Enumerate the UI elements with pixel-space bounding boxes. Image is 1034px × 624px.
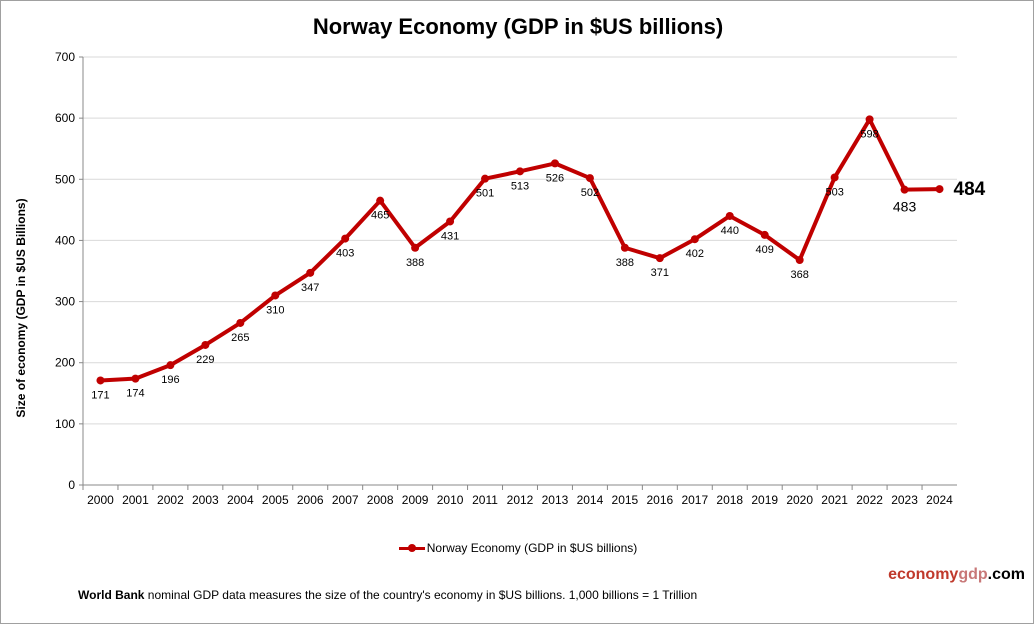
data-point <box>446 217 455 226</box>
series-line <box>100 117 940 383</box>
x-tick-label: 2014 <box>577 493 604 507</box>
data-label: 483 <box>893 199 917 215</box>
y-tick-label: 500 <box>55 172 75 186</box>
x-tick-label: 2017 <box>681 493 708 507</box>
x-tick-label: 2003 <box>192 493 219 507</box>
y-tick-label: 700 <box>55 50 75 64</box>
data-label: 171 <box>91 389 109 401</box>
data-label: 501 <box>476 188 494 200</box>
x-tick-label: 2019 <box>751 493 778 507</box>
data-point <box>760 230 769 239</box>
x-tick-label: 2016 <box>646 493 673 507</box>
data-point <box>201 340 210 349</box>
data-label: 526 <box>546 172 564 184</box>
data-point <box>516 167 524 176</box>
legend-swatch <box>398 544 425 553</box>
data-point <box>96 376 105 385</box>
x-tick-label: 2000 <box>87 493 114 507</box>
x-tick-label: 2020 <box>786 493 813 507</box>
data-point <box>411 243 420 252</box>
data-label: 371 <box>651 267 669 279</box>
x-tick-label: 2013 <box>542 493 569 507</box>
data-point <box>481 174 490 183</box>
data-label: 503 <box>825 186 843 198</box>
data-point <box>306 268 315 277</box>
y-tick-label: 200 <box>55 356 75 370</box>
x-tick-label: 2024 <box>926 493 953 507</box>
legend: Norway Economy (GDP in $US billions) <box>1 541 1033 555</box>
data-point <box>341 234 350 243</box>
y-tick-label: 100 <box>55 417 75 431</box>
data-point <box>935 185 944 194</box>
data-label: 409 <box>756 244 774 256</box>
x-tick-label: 2004 <box>227 493 254 507</box>
x-tick-label: 2023 <box>891 493 918 507</box>
data-label: 431 <box>441 230 459 242</box>
data-label: 440 <box>721 225 739 237</box>
data-label: 403 <box>336 248 354 260</box>
y-tick-label: 400 <box>55 233 75 247</box>
data-label: 310 <box>266 304 284 316</box>
x-tick-label: 2022 <box>856 493 883 507</box>
data-point <box>830 173 839 182</box>
data-label: 174 <box>126 388 144 400</box>
logo: economygdp.com <box>888 566 1025 583</box>
data-point <box>271 291 280 300</box>
y-tick-label: 300 <box>55 295 75 309</box>
data-label: 196 <box>161 374 179 386</box>
x-tick-label: 2021 <box>821 493 848 507</box>
x-tick-label: 2007 <box>332 493 359 507</box>
data-point <box>131 374 140 383</box>
x-tick-label: 2006 <box>297 493 324 507</box>
x-tick-label: 2008 <box>367 493 394 507</box>
x-tick-label: 2011 <box>472 493 498 507</box>
data-label: 402 <box>686 248 704 260</box>
data-label: 347 <box>301 282 319 294</box>
footnote: World Bank nominal GDP data measures the… <box>78 588 698 602</box>
x-tick-label: 2009 <box>402 493 429 507</box>
x-tick-label: 2015 <box>612 493 639 507</box>
data-label: 513 <box>511 180 529 192</box>
data-label: 598 <box>860 128 878 140</box>
x-tick-label: 2010 <box>437 493 464 507</box>
data-label: 465 <box>371 210 389 222</box>
x-tick-label: 2012 <box>507 493 534 507</box>
data-point <box>690 235 699 244</box>
data-label: 484 <box>954 179 986 200</box>
data-label: 265 <box>231 332 249 344</box>
x-tick-label: 2005 <box>262 493 289 507</box>
data-point <box>550 159 559 168</box>
data-point <box>376 196 385 205</box>
legend-label: Norway Economy (GDP in $US billions) <box>426 541 638 555</box>
data-point <box>900 185 909 194</box>
data-label: 388 <box>406 257 424 269</box>
data-label: 388 <box>616 257 634 269</box>
data-point <box>620 243 629 252</box>
data-point <box>236 318 245 327</box>
data-point <box>166 361 175 370</box>
y-tick-label: 0 <box>68 478 75 492</box>
chart-title: Norway Economy (GDP in $US billions) <box>312 14 724 39</box>
x-tick-label: 2001 <box>122 493 149 507</box>
y-tick-label: 600 <box>55 111 75 125</box>
data-label: 502 <box>581 187 599 199</box>
data-point <box>865 115 874 124</box>
data-point <box>795 255 804 264</box>
data-label: 229 <box>196 354 214 366</box>
x-tick-label: 2002 <box>157 493 184 507</box>
data-point <box>585 174 594 183</box>
data-label: 368 <box>791 269 809 281</box>
x-tick-label: 2018 <box>716 493 743 507</box>
data-point <box>655 254 664 263</box>
data-point <box>725 211 734 220</box>
